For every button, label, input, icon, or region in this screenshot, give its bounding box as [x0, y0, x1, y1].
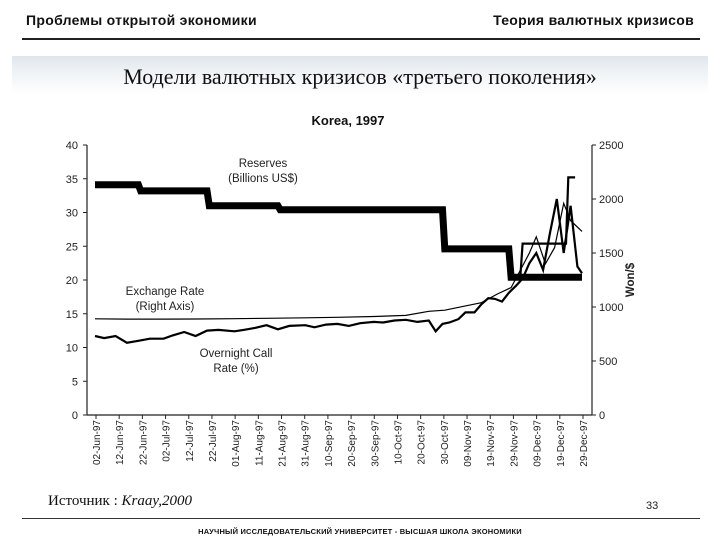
left-tick-label: 0 [72, 410, 78, 422]
x-tick-label: 21-Aug-97 [278, 420, 289, 467]
left-tick-label: 5 [72, 376, 78, 388]
left-tick-label: 40 [66, 140, 78, 152]
x-tick-label: 10-Sep-97 [324, 420, 335, 467]
exchange-rate-annotation-line2: (Right Axis) [136, 301, 195, 313]
slide-header: Проблемы открытой экономики Теория валют… [0, 0, 720, 40]
x-tick-label: 20-Oct-97 [417, 420, 428, 465]
left-tick-label: 35 [66, 174, 78, 186]
reserves-annotation-line1: Reserves [239, 158, 288, 170]
x-tick-label: 20-Sep-97 [347, 420, 358, 467]
x-tick-label: 02-Jul-97 [162, 420, 173, 462]
call-rate-annotation-line2: Rate (%) [213, 363, 259, 375]
left-tick-label: 20 [66, 275, 78, 287]
header-divider [22, 38, 700, 40]
left-tick-label: 25 [66, 241, 78, 253]
x-tick-label: 09-Nov-97 [463, 420, 474, 467]
header-right-title: Теория валютных кризисов [493, 12, 694, 28]
right-tick-label: 0 [599, 410, 605, 422]
right-tick-label: 1000 [599, 302, 623, 314]
header-left-title: Проблемы открытой экономики [26, 12, 257, 28]
left-tick-label: 15 [66, 309, 78, 321]
footer-divider [22, 518, 700, 519]
x-tick-label: 30-Sep-97 [370, 420, 381, 467]
exchange-rate-series [94, 201, 583, 320]
x-tick-label: 29-Dec-97 [579, 420, 590, 467]
source-reference: Kraay,2000 [121, 493, 192, 509]
x-tick-label: 12-Jun-97 [115, 420, 126, 465]
x-tick-label: 02-Jun-97 [92, 420, 103, 465]
x-tick-label: 19-Nov-97 [486, 420, 497, 467]
x-tick-label: 10-Oct-97 [393, 420, 404, 465]
page-number: 33 [646, 500, 659, 512]
source-note: Источник : Kraay,2000 [48, 493, 192, 510]
footer-text: НАУЧНЫЙ ИССЛЕДОВАТЕЛЬСКИЙ УНИВЕРСИТЕТ - … [198, 527, 522, 536]
x-tick-label: 19-Dec-97 [556, 420, 567, 467]
right-tick-label: 1500 [599, 248, 623, 260]
x-tick-label: 29-Nov-97 [509, 420, 520, 467]
reserves-revised-series [511, 176, 576, 279]
x-tick-label: 30-Oct-97 [440, 420, 451, 465]
reserves-series [95, 181, 582, 281]
chart-title: Korea, 1997 [312, 113, 385, 128]
slide-title: Модели валютных кризисов «третьего покол… [123, 64, 597, 89]
right-axis-label: Won/$ [625, 262, 637, 297]
x-tick-label: 09-Dec-97 [533, 420, 544, 467]
left-tick-label: 10 [66, 343, 78, 355]
left-tick-label: 30 [66, 208, 78, 220]
x-tick-label: 22-Jul-97 [208, 420, 219, 462]
right-tick-label: 2000 [599, 194, 623, 206]
source-prefix: Источник : [48, 493, 122, 509]
call-rate-series [94, 198, 583, 344]
right-tick-label: 2500 [599, 140, 623, 152]
exchange-rate-annotation-line1: Exchange Rate [126, 286, 205, 298]
reserves-annotation-line2: (Billions US$) [228, 173, 298, 185]
x-tick-label: 12-Jul-97 [185, 420, 196, 462]
x-tick-label: 22-Jun-97 [138, 420, 149, 465]
x-tick-label: 31-Aug-97 [301, 420, 312, 467]
right-tick-label: 500 [599, 356, 617, 368]
x-tick-label: 01-Aug-97 [231, 420, 242, 467]
x-tick-label: 11-Aug-97 [254, 420, 265, 466]
title-band [12, 56, 708, 94]
call-rate-annotation-line1: Overnight Call [200, 348, 273, 360]
